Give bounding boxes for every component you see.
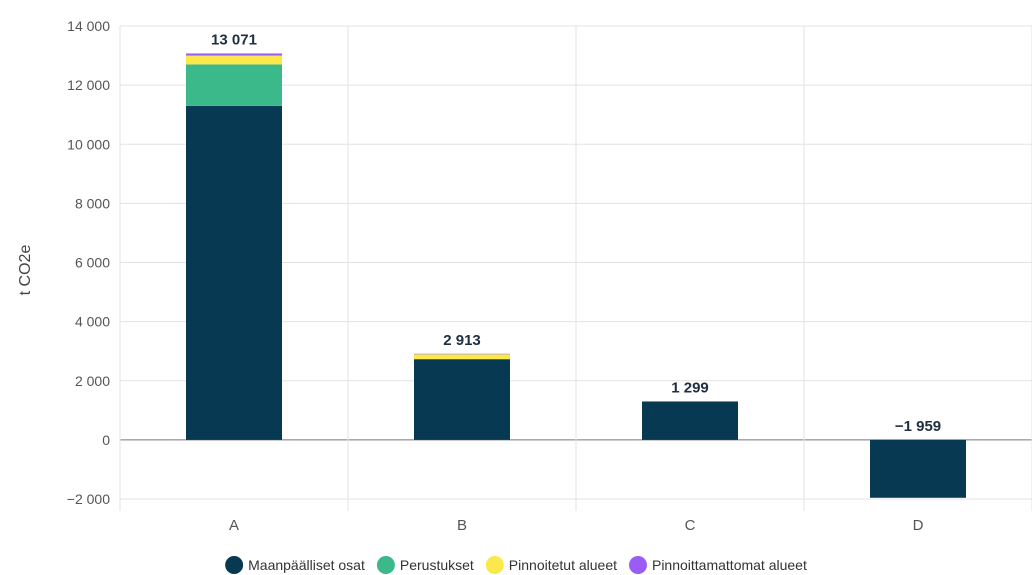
y-tick-label: 10 000 [67, 136, 110, 152]
total-label-c: 1 299 [671, 379, 709, 396]
legend-item[interactable]: Pinnoitetut alueet [485, 556, 617, 574]
legend-label: Pinnoitetut alueet [509, 557, 617, 573]
legend-item[interactable]: Perustukset [376, 556, 474, 574]
bar-segment-b-3[interactable] [414, 354, 510, 360]
y-tick-label: −2 000 [67, 491, 110, 507]
bars [186, 53, 966, 498]
bar-segment-d-1[interactable] [870, 439, 966, 498]
x-tick-label: D [913, 517, 924, 534]
bar-segment-a-1[interactable] [186, 105, 282, 440]
y-tick-label: 0 [102, 432, 110, 448]
y-tick-label: 4 000 [75, 314, 110, 330]
y-tick-label: 2 000 [75, 373, 110, 389]
legend-item[interactable]: Maanpäälliset osat [225, 556, 365, 574]
x-tick-label: A [229, 517, 239, 534]
legend-swatch [376, 556, 395, 574]
total-label-a: 13 071 [211, 31, 257, 48]
axes: 14 000 12 000 10 000 8 000 6 000 4 000 2 000 0 −… [67, 18, 924, 534]
legend-swatch [485, 556, 504, 574]
legend-item[interactable]: Pinnoittamattomat alueet [628, 556, 807, 574]
bar-segment-c-1[interactable] [642, 401, 738, 440]
bar-segment-a-3[interactable] [186, 55, 282, 65]
legend: Maanpäälliset osat Perustukset Pinnoitetut… [225, 556, 807, 574]
bar-segment-b-1[interactable] [414, 359, 510, 440]
y-tick-label: 6 000 [75, 255, 110, 271]
bar-segment-b-4[interactable] [414, 353, 510, 355]
bar-segment-a-4[interactable] [186, 53, 282, 56]
y-tick-label: 8 000 [75, 195, 110, 211]
y-tick-label: 14 000 [67, 18, 110, 34]
x-tick-label: B [457, 517, 467, 534]
legend-label: Perustukset [400, 557, 474, 573]
y-axis-title: t CO2e [17, 245, 34, 296]
data-labels: 13 071 2 913 1 299 −1 959 [211, 31, 941, 434]
legend-label: Pinnoittamattomat alueet [652, 557, 807, 573]
legend-swatch [628, 556, 647, 574]
legend-label: Maanpäälliset osat [248, 557, 365, 573]
total-label-d: −1 959 [895, 418, 941, 435]
x-tick-label: C [685, 517, 696, 534]
total-label-b: 2 913 [443, 332, 481, 349]
y-tick-label: 12 000 [67, 77, 110, 93]
bar-segment-a-2[interactable] [186, 64, 282, 106]
legend-swatch [225, 556, 244, 574]
